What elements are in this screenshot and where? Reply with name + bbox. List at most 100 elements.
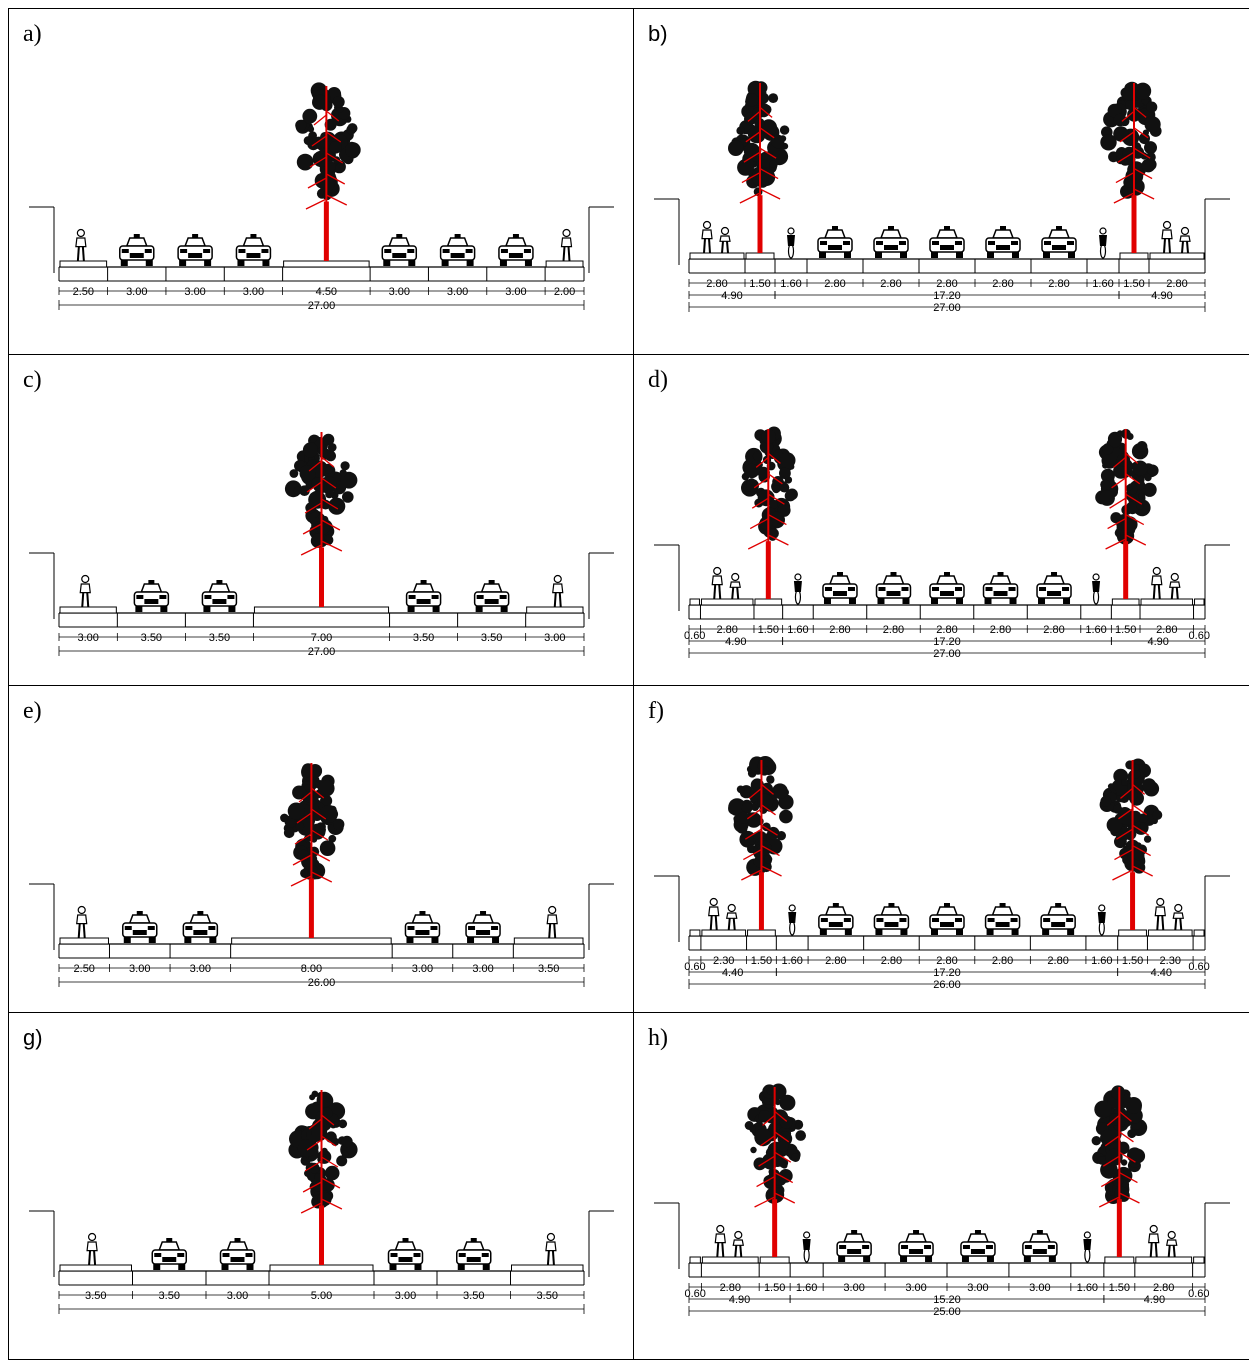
segment-width-label: 2.80 [717,624,738,636]
cyclist-icon [1083,1231,1092,1263]
subtotal-width-label: 17.20 [933,290,961,302]
segment-width-label: 2.80 [1048,278,1069,290]
segment-width-label: 0.60 [684,1288,705,1300]
segment-width-label: 2.80 [992,955,1013,967]
segment-width-label: 3.00 [126,286,147,298]
pedestrian-icon [546,905,558,939]
subtotal-width-label: 4.90 [729,1294,750,1306]
segment-width-label: 3.00 [395,1290,416,1302]
street-cross-section: 0.60 2.80 1.50 1.60 3.00 3.00 3.00 3.00 1.60 1.50… [654,1083,1230,1318]
street-cross-section: 3.00 3.50 3.50 7.00 3.50 3.50 3.00 27.00 [29,432,614,658]
car-icon [1040,903,1076,935]
segment-width-label: 3.00 [190,963,211,975]
tree-icon [295,82,361,261]
segment-width-label: 0.60 [1188,1288,1209,1300]
cyclist-icon [1097,904,1106,936]
segment-width-label: 2.80 [824,278,845,290]
pedestrian-icon [1148,1224,1160,1258]
segment-width-label: 2.80 [1166,278,1187,290]
car-icon [439,234,476,266]
subtotal-width-label: 4.90 [1151,290,1172,302]
car-icon [133,580,170,612]
pedestrian-icon [86,1232,98,1266]
segment-width-label: 3.00 [905,1282,926,1294]
segment-width-label: 2.80 [936,278,957,290]
segment-width-label: 3.00 [227,1290,248,1302]
segment-width-label: 0.60 [684,961,705,973]
cyclist-icon [788,904,797,936]
car-icon [898,1230,934,1262]
cyclist-icon [1099,227,1107,259]
section-panel: g) 3.50 3.50 3.00 5.00 3.00 3.50 3.50 [8,1012,634,1360]
tree-icon [280,763,345,938]
street-cross-section: 2.50 3.00 3.00 3.00 4.50 3.00 3.00 3.00 2.00 27.0… [29,82,614,312]
car-icon [122,911,158,943]
segment-width-label: 1.50 [749,278,770,290]
subtotal-width-label: 4.90 [725,636,746,648]
car-icon [929,572,965,604]
pedestrian-icon [75,228,87,262]
segment-width-label: 3.50 [481,632,502,644]
tree-icon [741,426,798,599]
segment-width-label: 3.50 [159,1290,180,1302]
segment-width-label: 2.50 [74,963,95,975]
pedestrian-icon [1161,220,1173,254]
segment-width-label: 3.00 [389,286,410,298]
segment-width-label: 3.00 [77,632,98,644]
pedestrian-icon [552,574,564,608]
street-cross-section: 2.80 1.50 1.60 2.80 2.80 2.80 2.80 2.80 1.60 1.50… [654,80,1230,314]
segment-width-label: 1.60 [781,955,802,967]
tree-icon [1099,758,1163,930]
pedestrian-icon [711,566,723,600]
car-icon [822,572,858,604]
segment-width-label: 1.50 [1115,624,1136,636]
pedestrian-icon [729,572,741,600]
car-icon [219,1238,256,1270]
pedestrian-icon [719,226,731,254]
car-icon [182,911,219,943]
pedestrian-icon [1169,572,1181,600]
segment-width-label: 1.60 [796,1282,817,1294]
pedestrian-icon [79,574,91,608]
segment-width-label: 1.60 [1092,278,1113,290]
segment-width-label: 2.80 [880,278,901,290]
segment-width-label: 2.80 [829,624,850,636]
pedestrian-icon [1179,226,1191,254]
segment-width-label: 0.60 [1188,961,1209,973]
segment-width-label: 2.80 [706,278,727,290]
car-icon [873,226,909,258]
tree-icon [1091,1085,1148,1257]
pedestrian-icon [1165,1230,1178,1258]
pedestrian-icon [545,1232,557,1266]
segment-width-label: 2.30 [713,955,734,967]
total-width-label: 27.00 [308,300,336,312]
tree-icon [728,80,790,253]
pedestrian-icon [708,897,720,931]
segment-width-label: 2.80 [720,1282,741,1294]
segment-width-label: 2.80 [992,278,1013,290]
segment-width-label: 3.00 [184,286,205,298]
pedestrian-icon [1151,566,1163,600]
section-panel: a) 2.50 3.00 3.00 3.00 4.50 3.00 3.00 3.00 2.00 27… [8,8,634,355]
tree-icon [744,1083,806,1257]
tree-icon [728,756,794,930]
section-panel: c) 3.00 3.50 3.50 7.00 3.50 3.50 3.00 27.00 [8,354,634,686]
cyclist-icon [802,1231,811,1263]
subtotal-width-label: 15.20 [933,1294,961,1306]
panel-label: h) [648,1025,668,1051]
segment-width-label: 2.80 [936,624,957,636]
cyclist-icon [787,227,795,259]
total-width-label: 25.00 [933,1306,961,1318]
car-icon [982,572,1019,604]
section-panel: b) 2.80 1.50 1.60 2.80 2.80 2.80 2.80 2.80 1.60 1.… [633,8,1249,355]
car-icon [151,1238,187,1270]
car-icon [873,903,910,935]
panel-label: c) [23,367,42,393]
subtotal-width-label: 4.90 [1144,1294,1165,1306]
segment-width-label: 1.50 [1122,955,1143,967]
pedestrian-icon [560,228,573,262]
subtotal-width-label: 4.90 [721,290,742,302]
section-panel: e) 2.50 3.00 3.00 8.00 3.00 3.00 3.50 26.00 [8,685,634,1013]
total-width-label: 27.00 [308,646,336,658]
car-icon [405,580,442,612]
